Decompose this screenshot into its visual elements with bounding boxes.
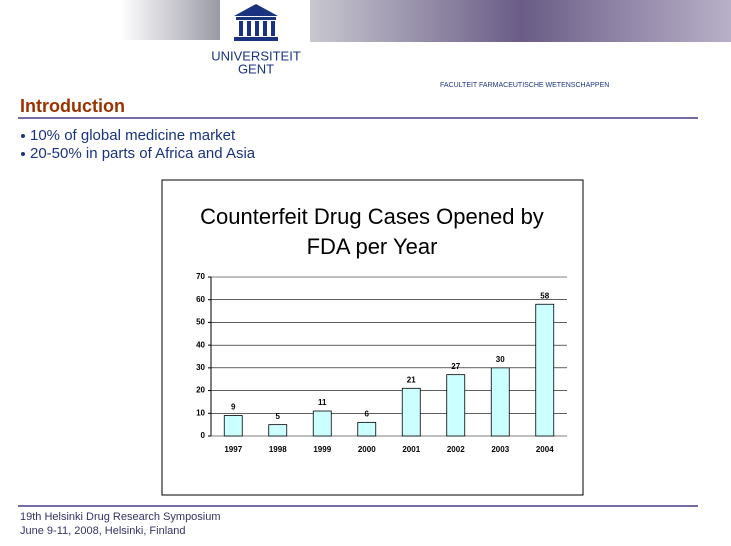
chart-title: Counterfeit Drug Cases Opened by <box>200 204 544 229</box>
x-tick-label: 2000 <box>358 445 376 454</box>
x-tick-label: 2002 <box>447 445 465 454</box>
header-image <box>120 0 220 40</box>
data-label: 27 <box>451 362 460 371</box>
bar <box>223 415 243 437</box>
x-tick-label: 2001 <box>402 445 420 454</box>
chart-title: FDA per Year <box>307 234 438 259</box>
data-label: 21 <box>407 375 416 384</box>
y-tick-label: 50 <box>196 318 205 327</box>
y-tick-label: 70 <box>196 272 205 281</box>
bullet <box>21 134 25 138</box>
data-label: 5 <box>276 412 281 421</box>
bar <box>268 424 288 437</box>
bar <box>357 421 377 437</box>
logo-text: GENT <box>238 61 274 76</box>
x-tick-label: 1997 <box>224 445 242 454</box>
y-tick-label: 20 <box>196 386 205 395</box>
bullet <box>21 152 25 156</box>
x-tick-label: 2003 <box>491 445 509 454</box>
chart-frame <box>161 179 584 496</box>
slide-title: Introduction <box>20 96 125 116</box>
data-label: 9 <box>231 403 236 412</box>
bullet-text: 20-50% in parts of Africa and Asia <box>30 145 256 162</box>
data-label: 30 <box>496 355 505 364</box>
bar <box>535 303 555 437</box>
bar <box>490 367 510 437</box>
y-tick-label: 10 <box>196 408 205 417</box>
bar <box>446 374 466 437</box>
bar <box>401 387 421 437</box>
x-tick-label: 1998 <box>269 445 287 454</box>
y-tick-label: 60 <box>196 295 205 304</box>
data-label: 58 <box>540 291 549 300</box>
data-label: 11 <box>318 398 327 407</box>
bar <box>312 410 332 437</box>
x-tick-label: 1999 <box>313 445 331 454</box>
footer: 19th Helsinki Drug Research Symposium <box>20 511 221 523</box>
y-tick-label: 30 <box>196 363 205 372</box>
footer: June 9-11, 2008, Helsinki, Finland <box>20 525 186 537</box>
logo-text: UNIVERSITEIT <box>211 48 301 63</box>
logo-icon <box>234 4 278 41</box>
data-label: 6 <box>365 409 370 418</box>
bullet-text: 10% of global medicine market <box>30 127 236 144</box>
faculty: FACULTEIT FARMACEUTISCHE WETENSCHAPPEN <box>440 82 609 89</box>
y-tick-label: 40 <box>196 340 205 349</box>
y-tick-label: 0 <box>201 431 206 440</box>
header-image <box>310 0 731 42</box>
x-tick-label: 2004 <box>536 445 554 454</box>
